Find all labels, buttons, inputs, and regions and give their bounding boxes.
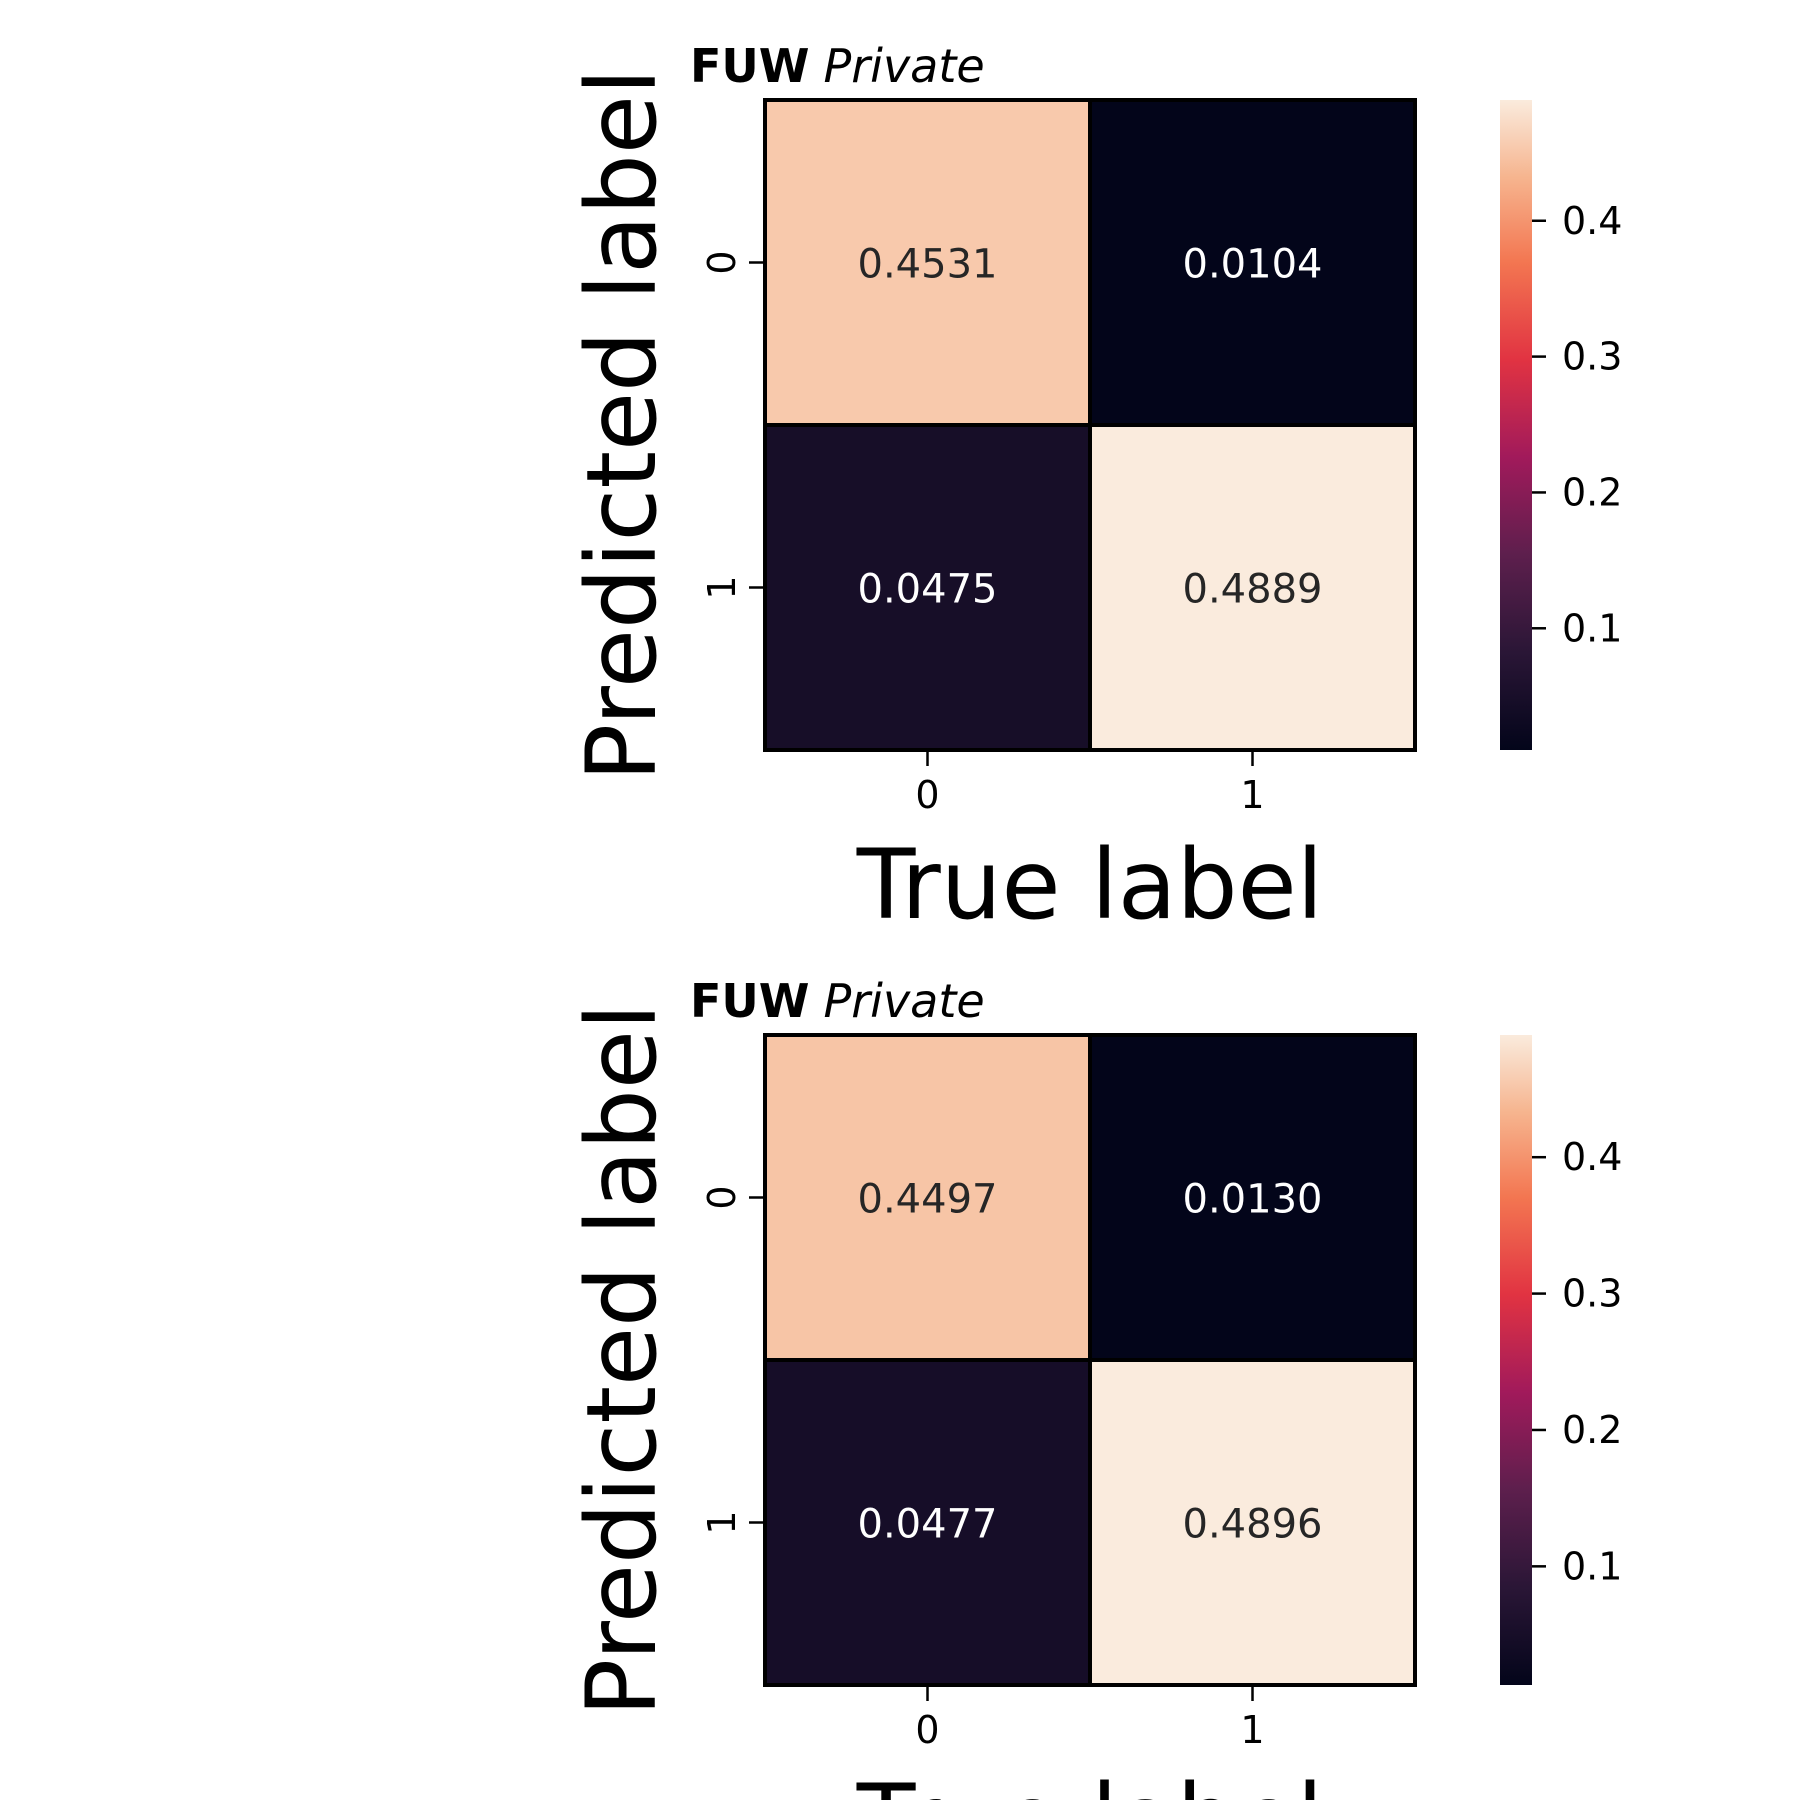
colorbar-tick-label: 0.4 [1562, 1135, 1622, 1179]
cell-value-label: 0.0475 [858, 567, 998, 613]
x-tick-label: 1 [1240, 773, 1264, 817]
heatmap-cell [763, 423, 1092, 752]
cell-value-label: 0.4531 [858, 242, 998, 288]
chart-title: FUW Private [690, 39, 985, 93]
y-tick-label: 1 [700, 1510, 744, 1534]
y-tick-label: 0 [700, 1185, 744, 1209]
heatmap-frame [764, 1034, 1416, 1686]
chart-title: FUW Private [690, 974, 985, 1028]
colorbar-tick-label: 0.3 [1562, 1272, 1622, 1316]
heatmap-cell [1088, 98, 1417, 427]
heatmap-cell [1088, 423, 1417, 752]
x-tick-label: 0 [915, 773, 939, 817]
heatmap-frame [764, 99, 1416, 751]
colorbar-tick-label: 0.4 [1562, 199, 1622, 243]
colorbar [1500, 1035, 1532, 1685]
cell-value-label: 0.4889 [1183, 567, 1323, 613]
x-tick-label: 0 [915, 1708, 939, 1752]
chart-title-italic: Private [824, 974, 985, 1028]
x-axis-label: True label [856, 1764, 1324, 1800]
y-axis-label: Predicted label [566, 1003, 678, 1716]
chart-title-bold: FUW [690, 39, 810, 93]
colorbar-tick-label: 0.3 [1562, 335, 1622, 379]
x-axis-label: True label [856, 829, 1324, 941]
cell-value-label: 0.0130 [1183, 1177, 1323, 1223]
y-tick-label: 0 [700, 250, 744, 274]
heatmap-cell [763, 98, 1092, 427]
cell-value-label: 0.4896 [1183, 1502, 1323, 1548]
chart-title-bold: FUW [690, 974, 810, 1028]
heatmap-cell [1088, 1358, 1417, 1687]
y-tick-label: 1 [700, 575, 744, 599]
y-axis-label: Predicted label [566, 68, 678, 781]
chart-title-italic: Private [824, 39, 985, 93]
colorbar-tick-label: 0.2 [1562, 1408, 1622, 1452]
heatmap-cell [1088, 1033, 1417, 1362]
colorbar-tick-label: 0.1 [1562, 606, 1622, 650]
colorbar-tick-label: 0.1 [1562, 1544, 1622, 1588]
x-tick-label: 1 [1240, 1708, 1264, 1752]
heatmap-panel: FUW Private 0.4531 0.0104 0.0475 0.4889 0 1 0 1 Tr… [566, 39, 1622, 941]
colorbar [1500, 100, 1532, 750]
cell-value-label: 0.0477 [858, 1502, 998, 1548]
heatmap-panel: FUW Private 0.4497 0.0130 0.0477 0.4896 0 1 0 1 Tr… [566, 974, 1622, 1800]
cell-value-label: 0.0104 [1183, 242, 1323, 288]
cell-value-label: 0.4497 [858, 1177, 998, 1223]
colorbar-tick-label: 0.2 [1562, 470, 1622, 514]
